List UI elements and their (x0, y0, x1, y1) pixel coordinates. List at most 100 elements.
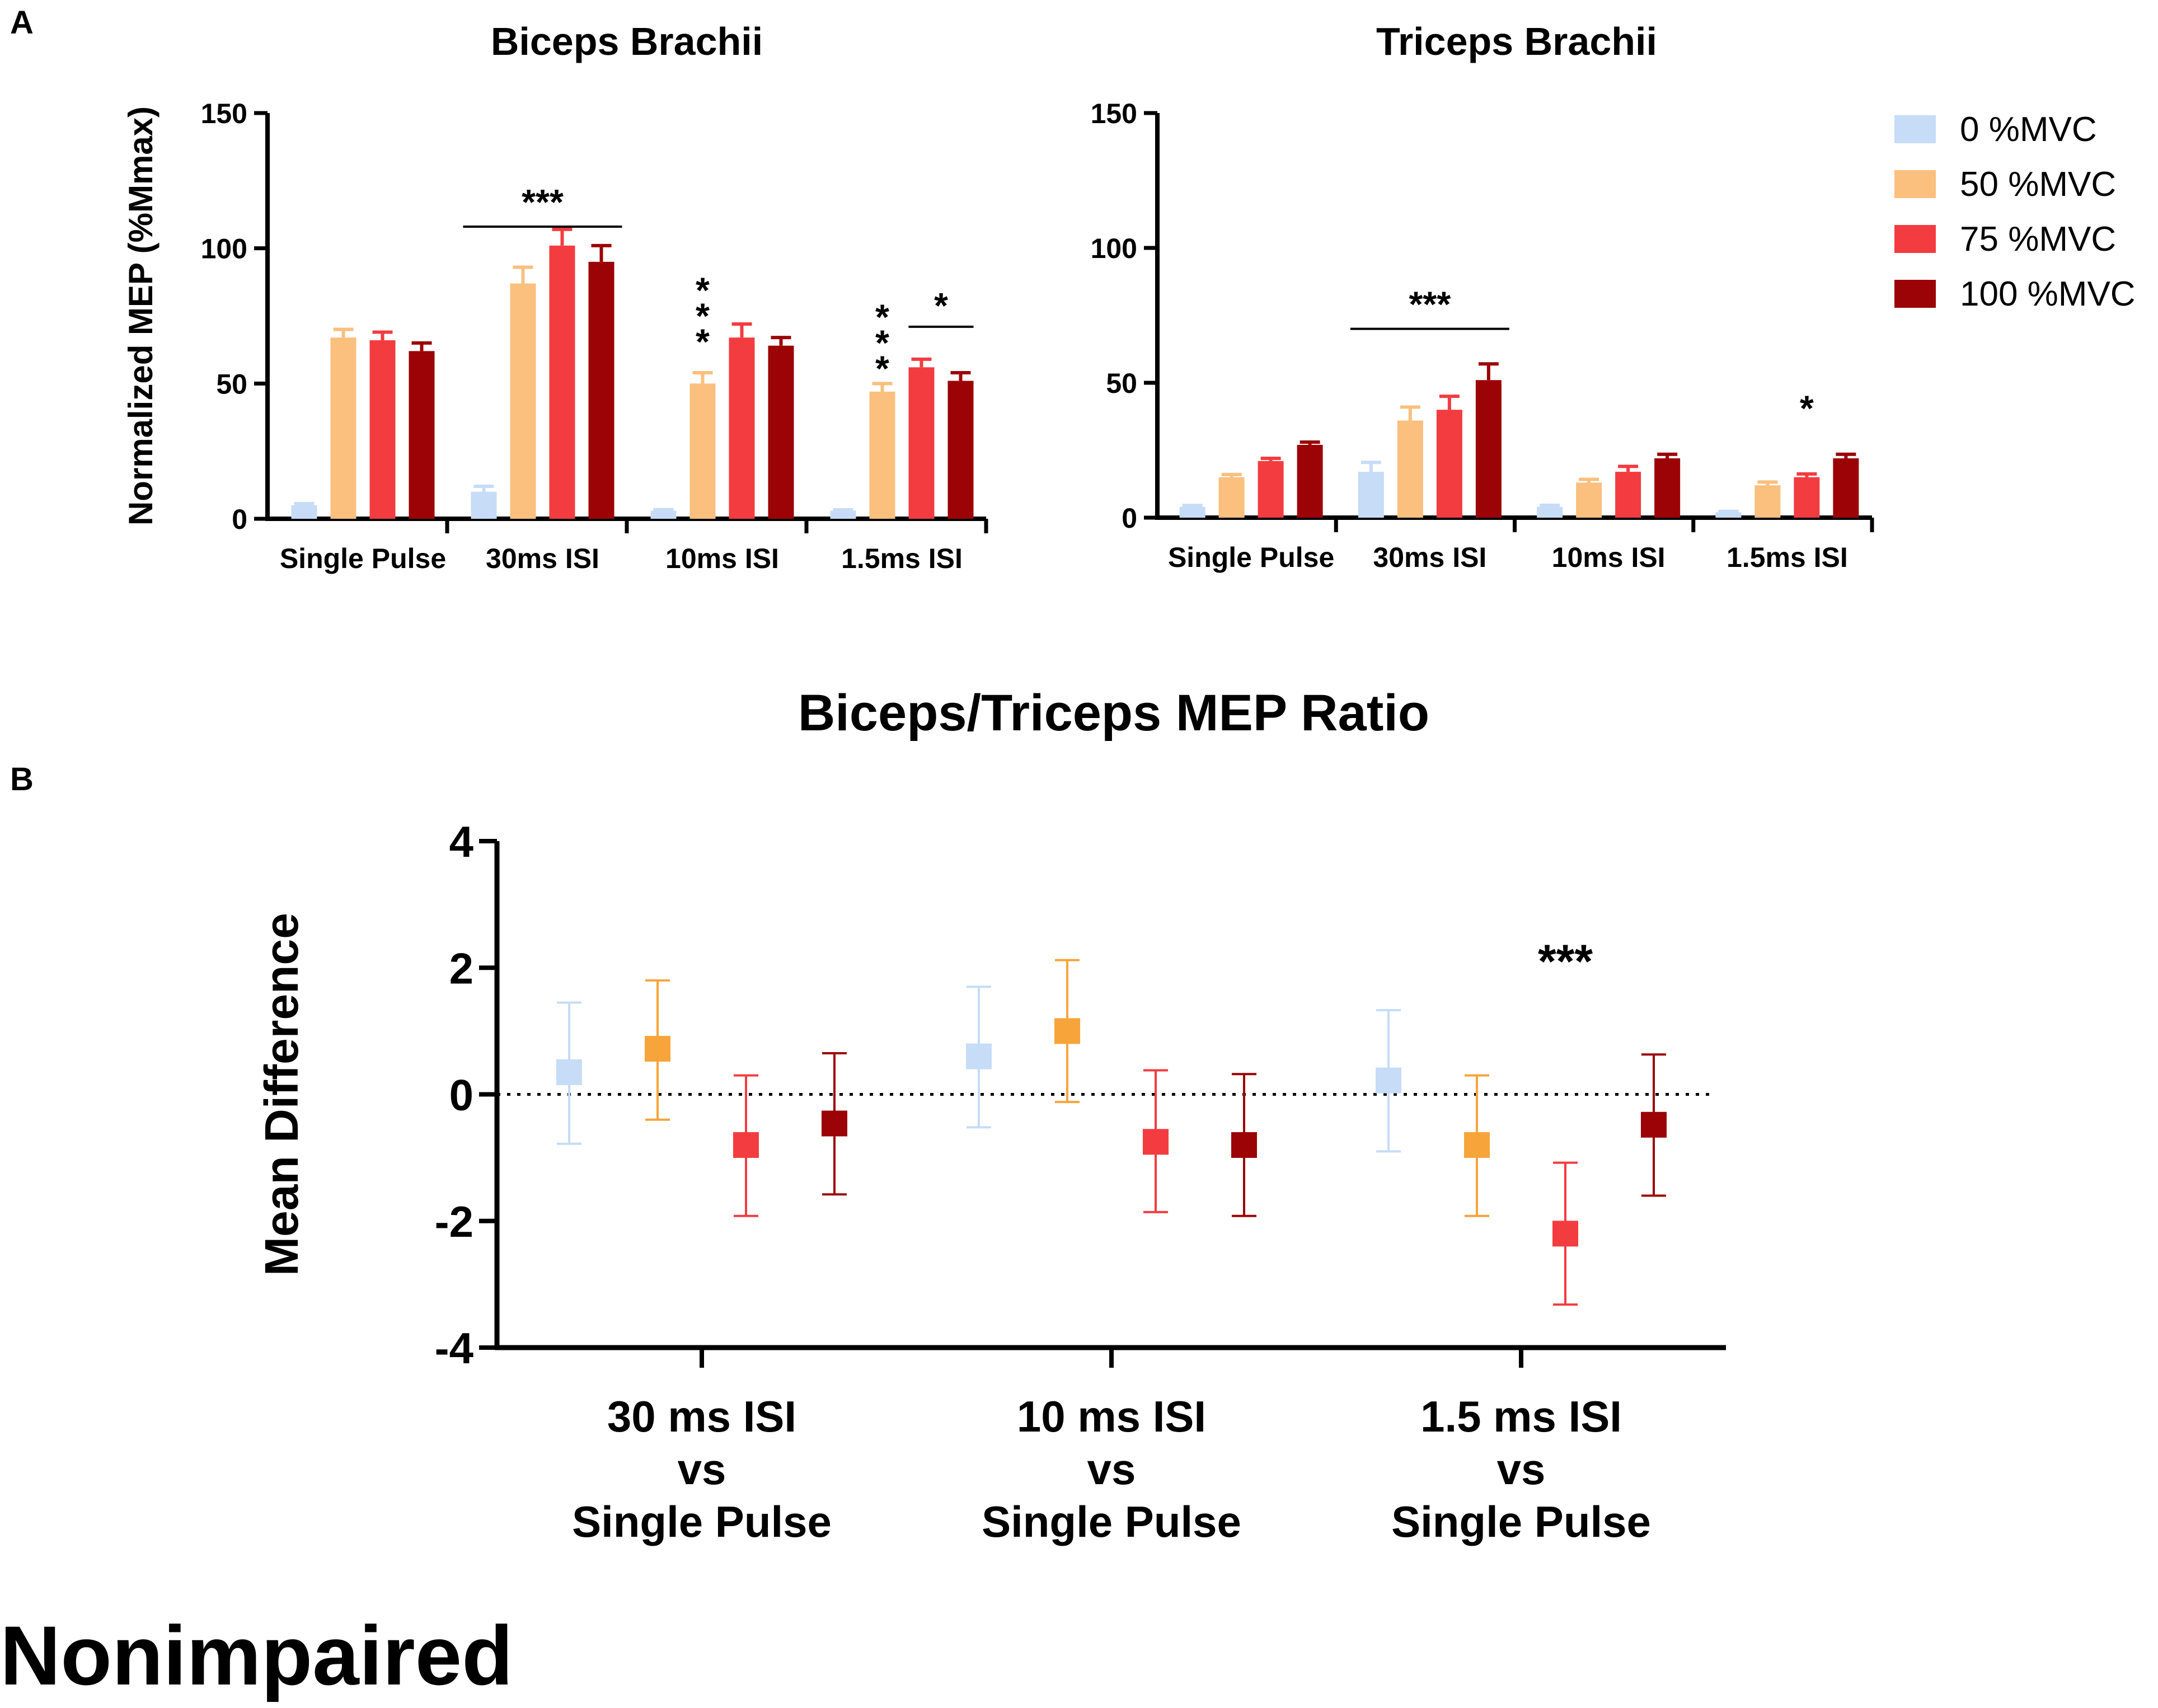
significance-marker: * (934, 285, 948, 326)
bar-75-mvc-10ms-isi (1615, 472, 1641, 518)
x-tick-label-10-ms-isi-line-2: vs (1087, 1444, 1136, 1494)
x-tick-label-30-ms-isi-line-2: vs (678, 1444, 726, 1494)
x-tick-label-10-ms-isi-line-1: 10 ms ISI (1017, 1392, 1206, 1441)
bar-0-mvc-10ms-isi (650, 510, 677, 519)
legend-label-75-mvc: 75 %MVC (1960, 220, 2116, 259)
panel-label-b: B (10, 761, 34, 797)
bar-75-mvc-1-5ms-isi (1794, 477, 1820, 518)
legend-label-100-mvc: 100 %MVC (1960, 275, 2136, 313)
point-75-mvc-10-ms-isi (1143, 1129, 1169, 1155)
y-tick-label: 150 (1091, 98, 1137, 129)
bar-0-mvc-single-pulse (1179, 506, 1205, 518)
bar-50-mvc-30ms-isi (1397, 420, 1423, 518)
y-tick-label: -2 (435, 1197, 473, 1246)
bar-0-mvc-10ms-isi (1537, 506, 1563, 518)
x-tick-label-single-pulse: Single Pulse (1168, 542, 1334, 573)
y-tick-label: 0 (232, 504, 247, 535)
bar-75-mvc-single-pulse (369, 340, 396, 519)
y-tick-label: 100 (1091, 233, 1137, 264)
y-tick-label: 2 (449, 944, 473, 993)
bar-100-mvc-single-pulse (409, 351, 435, 519)
bar-75-mvc-single-pulse (1258, 461, 1284, 518)
point-50-mvc-10-ms-isi (1054, 1018, 1080, 1044)
point-100-mvc-30-ms-isi (822, 1110, 847, 1137)
point-0-mvc-1-5-ms-isi (1376, 1067, 1401, 1094)
x-tick-label-30ms-isi: 30ms ISI (1373, 542, 1486, 573)
x-tick-label-1-5-ms-isi-line-2: vs (1497, 1444, 1546, 1494)
legend-label-50-mvc: 50 %MVC (1960, 165, 2116, 204)
legend-label-0-mvc: 0 %MVC (1960, 110, 2097, 149)
bar-50-mvc-10ms-isi (689, 383, 716, 519)
point-50-mvc-30-ms-isi (645, 1036, 670, 1062)
y-axis-label: Normalized MEP (%Mmax) (122, 106, 159, 525)
significance-marker: * (1800, 388, 1814, 428)
x-tick-label-1-5-ms-isi-line-1: 1.5 ms ISI (1420, 1392, 1622, 1441)
y-tick-label: 50 (216, 368, 247, 400)
point-0-mvc-30-ms-isi (556, 1059, 582, 1085)
bar-100-mvc-single-pulse (1297, 444, 1323, 518)
chart-title: Biceps/Triceps MEP Ratio (798, 684, 1429, 742)
x-tick-label-10ms-isi: 10ms ISI (665, 543, 779, 574)
bar-50-mvc-single-pulse (330, 337, 356, 519)
bar-50-mvc-10ms-isi (1576, 482, 1602, 518)
x-tick-label-30-ms-isi-line-1: 30 ms ISI (607, 1392, 796, 1441)
bar-100-mvc-10ms-isi (768, 345, 794, 519)
significance-marker: *** (1409, 284, 1451, 325)
point-100-mvc-1-5-ms-isi (1641, 1111, 1667, 1138)
x-tick-label-single-pulse: Single Pulse (280, 543, 446, 574)
y-tick-label: 0 (1122, 503, 1137, 534)
x-tick-label-30ms-isi: 30ms ISI (486, 543, 599, 574)
bar-0-mvc-30ms-isi (471, 491, 497, 519)
point-100-mvc-10-ms-isi (1231, 1132, 1257, 1158)
x-tick-label-30-ms-isi-line-3: Single Pulse (572, 1497, 832, 1546)
bar-0-mvc-1-5ms-isi (830, 510, 856, 519)
y-tick-label: 4 (449, 817, 473, 866)
bar-100-mvc-1-5ms-isi (947, 381, 974, 519)
chart-triceps-brachii: Triceps Brachii 0 50 100 150 Single Pulse 30ms… (1091, 20, 1874, 573)
bar-50-mvc-single-pulse (1218, 477, 1245, 518)
x-tick-label-1-5ms-isi: 1.5ms ISI (1727, 542, 1848, 573)
bar-75-mvc-30ms-isi (549, 245, 575, 519)
point-75-mvc-1-5-ms-isi (1552, 1221, 1578, 1247)
significance-marker: *** (875, 297, 889, 389)
bar-50-mvc-30ms-isi (510, 283, 536, 519)
y-tick-label: 0 (449, 1071, 473, 1120)
bar-100-mvc-10ms-isi (1654, 458, 1681, 518)
bar-75-mvc-1-5ms-isi (908, 367, 935, 519)
x-tick-label-1-5-ms-isi-line-3: Single Pulse (1391, 1497, 1651, 1546)
legend-swatch-0-mvc (1894, 115, 1936, 143)
legend-swatch-75-mvc (1894, 225, 1936, 253)
bar-100-mvc-30ms-isi (588, 261, 614, 519)
bar-50-mvc-1-5ms-isi (869, 391, 895, 519)
bar-100-mvc-1-5ms-isi (1833, 458, 1859, 518)
bar-75-mvc-10ms-isi (729, 337, 755, 519)
x-tick-label-1-5ms-isi: 1.5ms ISI (841, 543, 963, 574)
y-axis-label: Mean Difference (255, 913, 308, 1276)
y-tick-label: 100 (201, 233, 247, 265)
significance-marker: *** (522, 182, 564, 222)
panel-label-a: A (10, 4, 34, 41)
y-tick-label: 50 (1106, 368, 1137, 399)
significance-marker: *** (1538, 935, 1593, 988)
point-0-mvc-10-ms-isi (966, 1043, 992, 1069)
point-75-mvc-30-ms-isi (733, 1132, 759, 1158)
y-tick-label: 150 (201, 98, 247, 129)
bar-100-mvc-30ms-isi (1475, 380, 1502, 518)
point-50-mvc-1-5-ms-isi (1464, 1132, 1490, 1158)
chart-title: Triceps Brachii (1376, 20, 1657, 63)
y-tick-label: -4 (435, 1324, 473, 1373)
bar-0-mvc-30ms-isi (1358, 472, 1384, 518)
x-tick-label-10-ms-isi-line-3: Single Pulse (982, 1497, 1241, 1546)
bar-0-mvc-1-5ms-isi (1715, 512, 1742, 518)
bar-75-mvc-30ms-isi (1436, 410, 1462, 518)
legend-swatch-100-mvc (1894, 280, 1936, 308)
significance-marker: *** (696, 270, 710, 362)
chart-title: Biceps Brachii (491, 20, 763, 63)
legend-swatch-50-mvc (1894, 170, 1936, 198)
chart-biceps-brachii: Biceps Brachii 0 50 100 150 Normalized MEP (%… (122, 20, 988, 574)
figure-footer: Nonimpaired (0, 1608, 513, 1702)
chart-biceps-triceps-ratio: Biceps/Triceps MEP Ratio 4 2 0 -2 -4 Mean Diff… (255, 684, 1726, 1546)
x-tick-label-10ms-isi: 10ms ISI (1552, 542, 1666, 573)
legend: 0 %MVC 50 %MVC 75 %MVC 100 %MVC (1894, 110, 2136, 313)
